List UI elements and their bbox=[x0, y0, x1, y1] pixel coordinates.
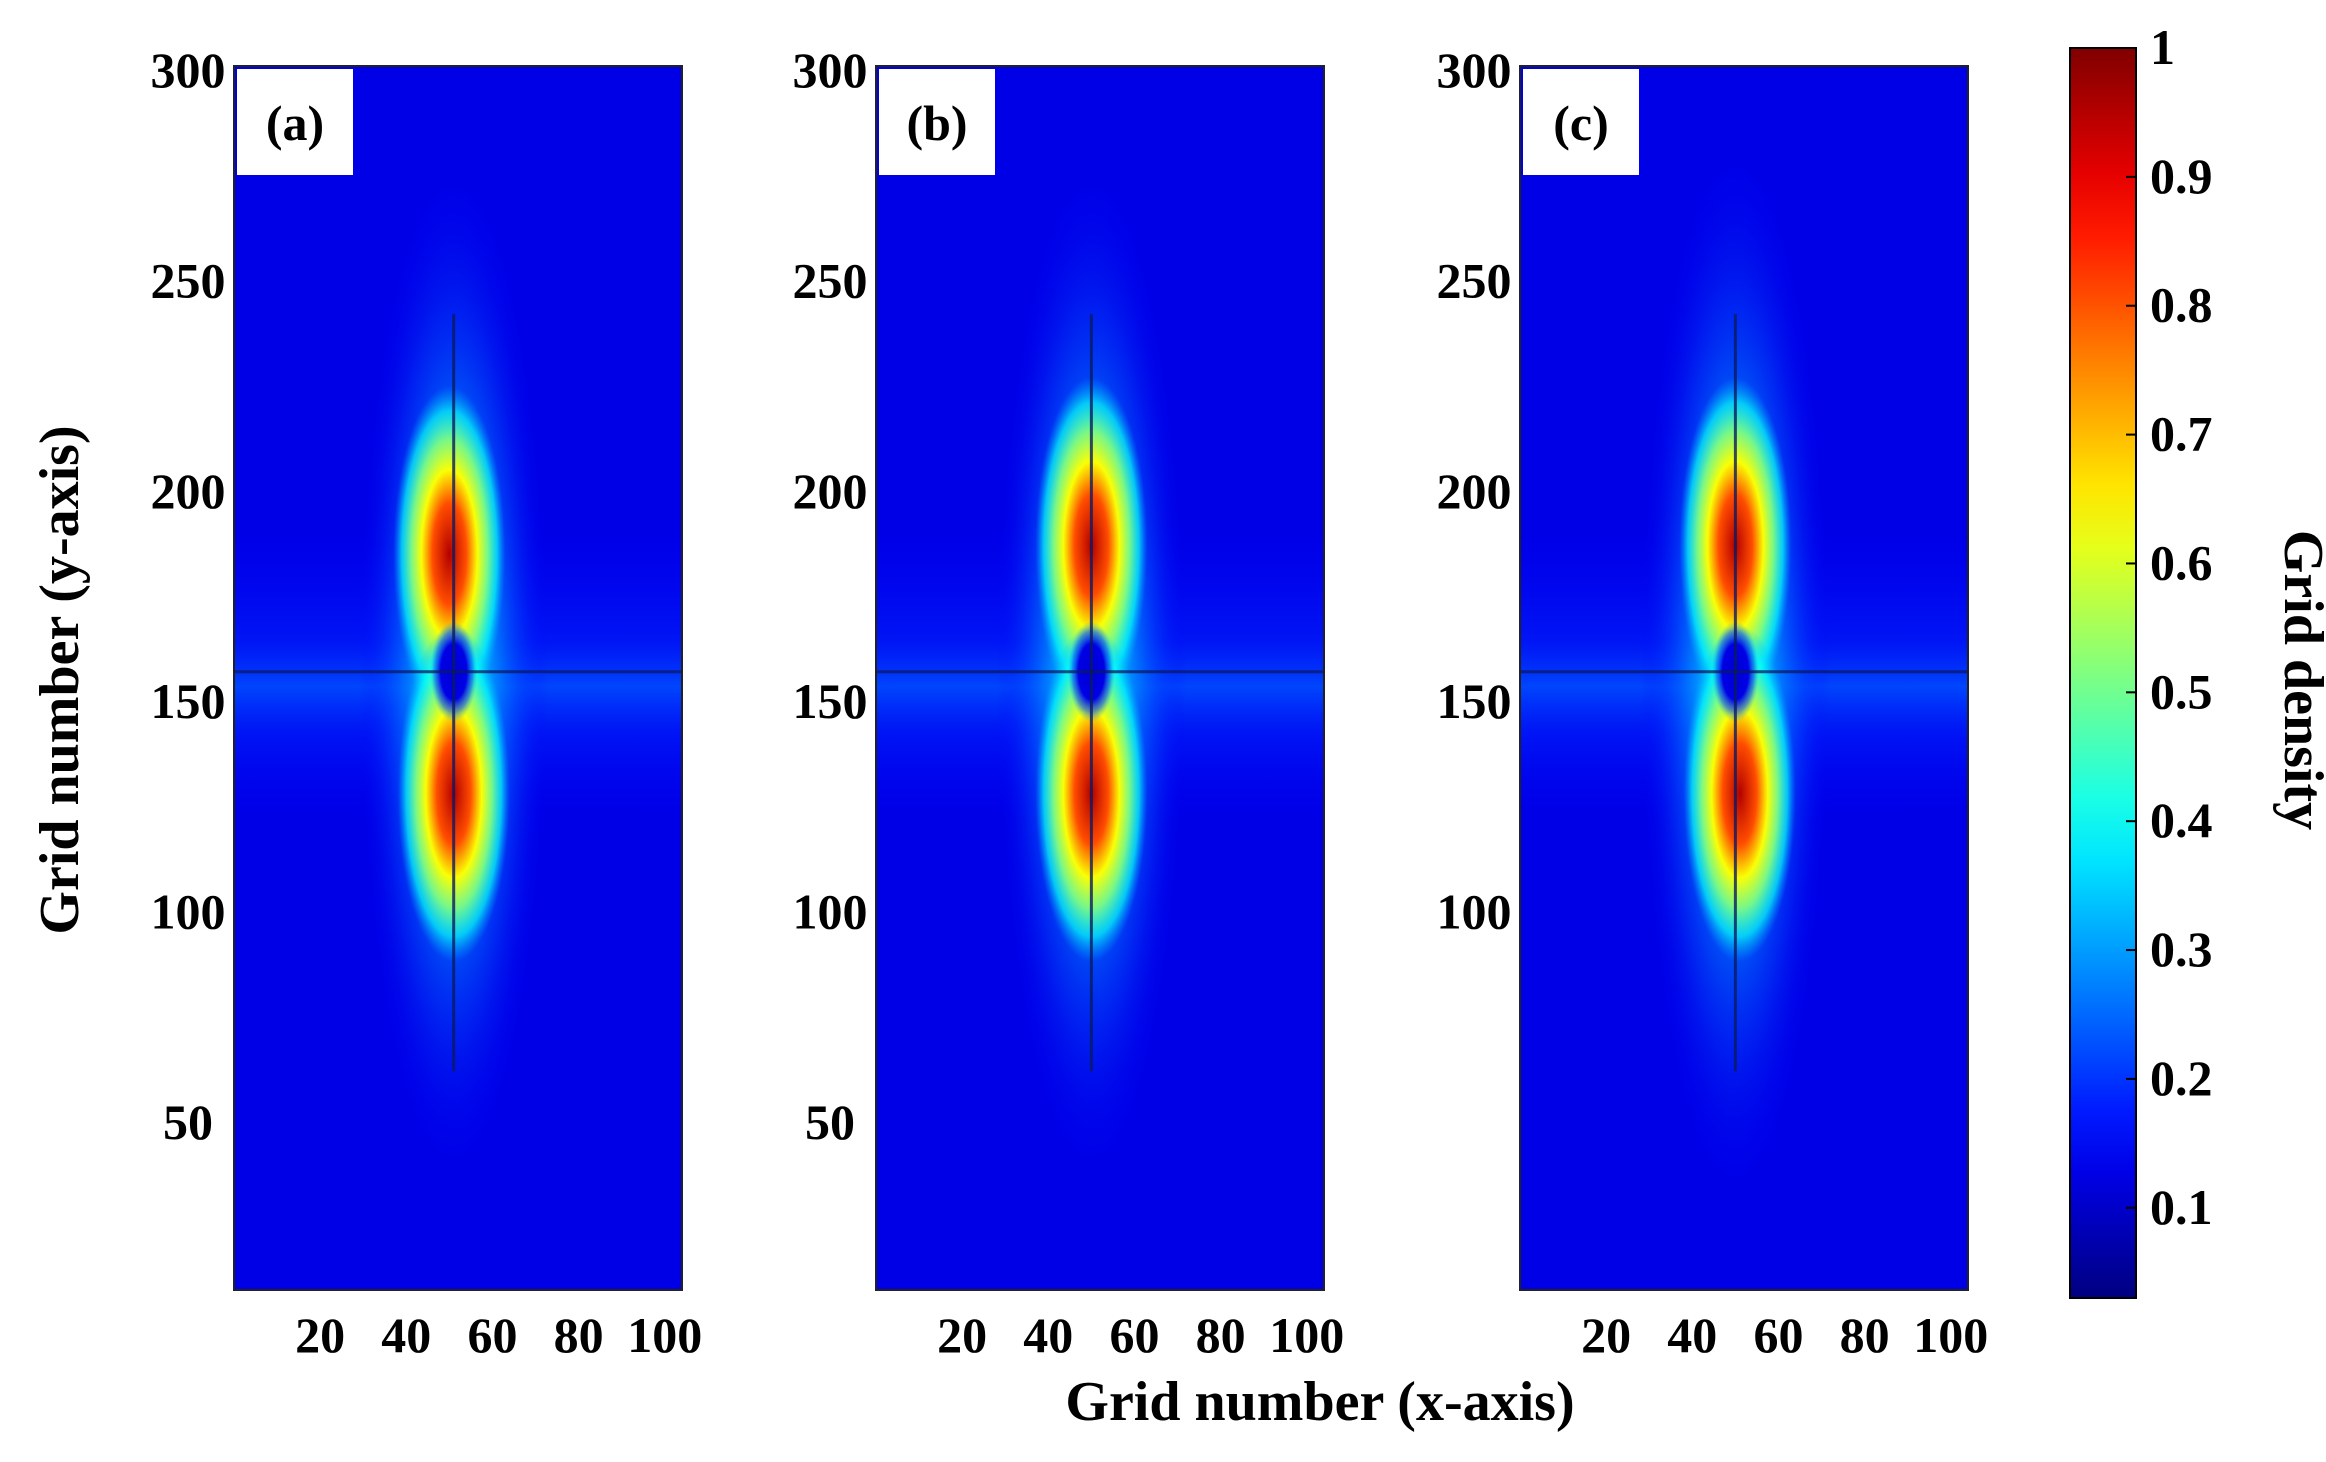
colorbar-tick-label: 1 bbox=[2150, 19, 2175, 75]
x-tick-label: 80 bbox=[1840, 1307, 1890, 1363]
y-tick-label: 300 bbox=[151, 42, 226, 98]
x-tick-label: 100 bbox=[1913, 1307, 1988, 1363]
y-tick-label: 50 bbox=[805, 1094, 855, 1150]
colorbar-tick-label: 0.6 bbox=[2150, 534, 2213, 590]
heatmap-panel-3: (c) 100 150 200 250 300 20 40 60 80 100 bbox=[1437, 42, 1989, 1363]
y-tick-label: 250 bbox=[151, 253, 226, 309]
x-tick-label: 60 bbox=[1753, 1307, 1803, 1363]
y-tick-label: 200 bbox=[151, 463, 226, 519]
colorbar-tick-label: 0.7 bbox=[2150, 406, 2213, 462]
colorbar-tick-label: 0.1 bbox=[2150, 1179, 2213, 1235]
heatmap-panel-1: (a) 50 100 150 200 250 300 20 40 60 80 100 bbox=[151, 42, 703, 1363]
x-tick-label: 80 bbox=[1196, 1307, 1246, 1363]
panel-label-box bbox=[1523, 69, 1639, 175]
heatmap-peak-1 bbox=[393, 385, 506, 723]
x-tick-label: 80 bbox=[554, 1307, 604, 1363]
panel-frame bbox=[1519, 65, 1969, 1291]
y-tick-label: 150 bbox=[1437, 673, 1512, 729]
y-tick-label: 100 bbox=[793, 883, 868, 939]
x-tick-label: 20 bbox=[937, 1307, 987, 1363]
y-tick-label: 200 bbox=[793, 463, 868, 519]
x-axis-label: Grid number (x-axis) bbox=[1065, 1371, 1574, 1433]
x-tick-label: 60 bbox=[467, 1307, 517, 1363]
colorbar-tick-label: 0.9 bbox=[2150, 148, 2213, 204]
colorbar-tick-label: 0.2 bbox=[2150, 1050, 2213, 1106]
y-tick-label: 150 bbox=[151, 673, 226, 729]
panel-frame bbox=[875, 65, 1325, 1291]
panel-label: (b) bbox=[906, 95, 967, 151]
x-tick-label: 40 bbox=[1667, 1307, 1717, 1363]
heatmap-peak-2 bbox=[1683, 625, 1796, 962]
heatmap-panel-2: (b) 50 100 150 200 250 300 20 40 60 80 100 bbox=[793, 42, 1345, 1363]
x-tick-label: 100 bbox=[1269, 1307, 1344, 1363]
colorbar-tick-label: 0.5 bbox=[2150, 663, 2213, 719]
y-tick-label: 300 bbox=[1437, 42, 1512, 98]
x-tick-label: 100 bbox=[627, 1307, 702, 1363]
panel-label-box bbox=[237, 69, 353, 175]
y-tick-label: 100 bbox=[1437, 883, 1512, 939]
x-tick-label: 20 bbox=[295, 1307, 345, 1363]
colorbar-tick-label: 0.8 bbox=[2150, 277, 2213, 333]
panel-label-box bbox=[879, 69, 995, 175]
y-tick-label: 200 bbox=[1437, 463, 1512, 519]
y-tick-label: 250 bbox=[793, 253, 868, 309]
x-tick-label: 60 bbox=[1109, 1307, 1159, 1363]
x-tick-label: 40 bbox=[1023, 1307, 1073, 1363]
colorbar-tick-label: 0.3 bbox=[2150, 921, 2213, 977]
panel-label: (c) bbox=[1553, 95, 1609, 151]
y-tick-label: 50 bbox=[163, 1094, 213, 1150]
y-tick-label: 250 bbox=[1437, 253, 1512, 309]
y-tick-label: 150 bbox=[793, 673, 868, 729]
y-tick-label: 300 bbox=[793, 42, 868, 98]
panel-label: (a) bbox=[266, 95, 324, 151]
y-axis-label: Grid number (y-axis) bbox=[29, 425, 91, 934]
y-tick-label: 100 bbox=[151, 883, 226, 939]
colorbar-tick-label: 0.4 bbox=[2150, 792, 2213, 848]
x-tick-label: 20 bbox=[1581, 1307, 1631, 1363]
colorbar-gradient bbox=[2069, 47, 2137, 1299]
panel-frame bbox=[233, 65, 683, 1291]
x-tick-label: 40 bbox=[381, 1307, 431, 1363]
colorbar: 0.1 0.2 0.3 0.4 0.5 0.6 0.7 0.8 0.9 1 Grid densit… bbox=[2069, 19, 2326, 1299]
colorbar-label: Grid density bbox=[2272, 530, 2326, 830]
